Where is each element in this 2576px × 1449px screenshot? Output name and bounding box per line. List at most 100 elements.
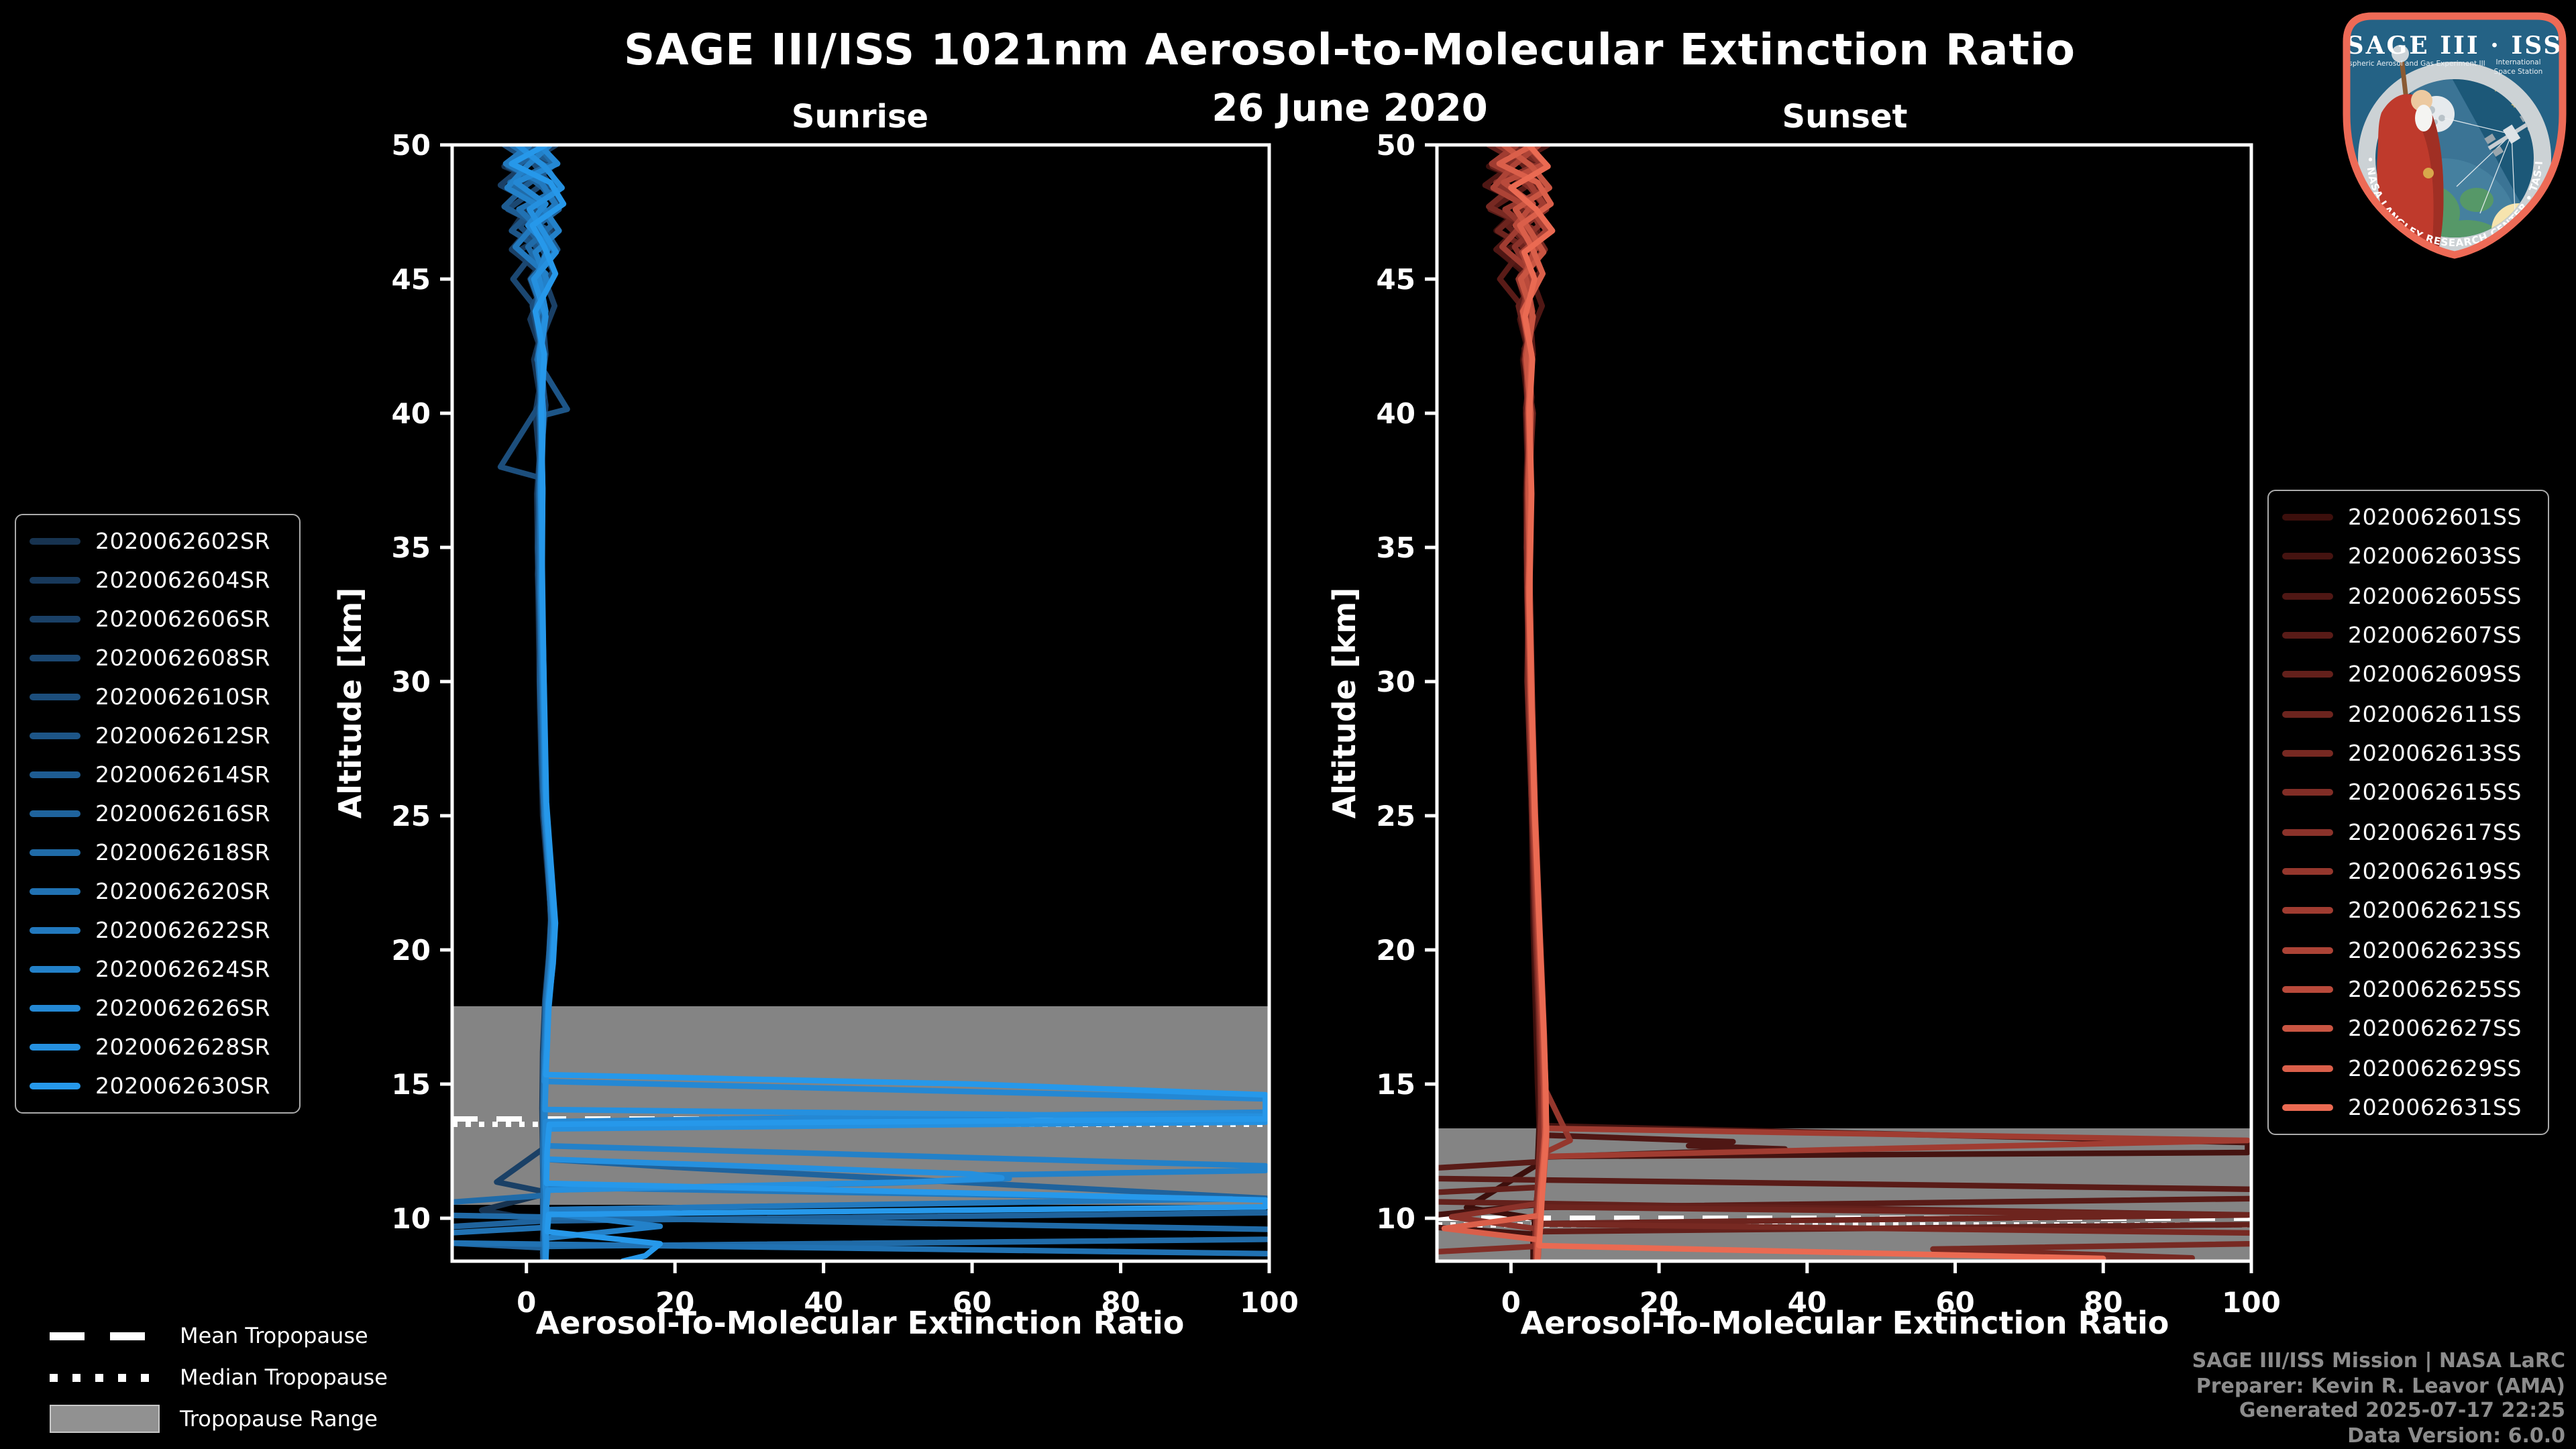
legend-item: 2020062611SS — [2282, 701, 2534, 727]
legend-line-swatch — [2282, 1025, 2333, 1032]
credit-generated: Generated 2025-07-17 22:25 — [2239, 1398, 2565, 1423]
svg-text:15: 15 — [1377, 1068, 1415, 1101]
legend-item: 2020062615SS — [2282, 780, 2534, 806]
svg-text:10: 10 — [392, 1202, 431, 1235]
legend-item: 2020062617SS — [2282, 819, 2534, 845]
figure-date: 26 June 2020 — [1212, 86, 1488, 130]
legend-line-swatch — [30, 849, 80, 856]
legend-line-swatch — [2282, 985, 2333, 993]
legend-event-label: 2020062605SS — [2348, 583, 2522, 609]
legend-event-label: 2020062601SS — [2348, 504, 2522, 531]
svg-text:40: 40 — [1788, 1286, 1827, 1319]
legend-line-swatch — [2282, 750, 2333, 757]
legend-line-swatch — [30, 810, 80, 817]
tropopause-legend: Mean Tropopause Median Tropopause Tropopau… — [50, 1315, 388, 1440]
legend-item: 2020062620SR — [30, 879, 286, 904]
legend-line-swatch — [2282, 947, 2333, 954]
x-axis-label-sunrise: Aerosol-To-Molecular Extinction Ratio — [535, 1307, 1185, 1342]
svg-text:80: 80 — [1101, 1286, 1140, 1319]
tropopause-legend-item: Median Tropopause — [50, 1356, 388, 1398]
y-axis-label-sunset: Altitude [km] — [1328, 587, 1363, 819]
svg-text:100: 100 — [2222, 1286, 2281, 1319]
legend-event-label: 2020062626SR — [95, 996, 271, 1021]
legend-item: 2020062608SR — [30, 645, 286, 671]
panel-title-sunset: Sunset — [1782, 98, 1908, 136]
legend-line-swatch — [30, 733, 80, 739]
legend-line-swatch — [30, 694, 80, 700]
tropopause-dot-swatch — [50, 1373, 160, 1381]
father-time-figure — [2377, 45, 2444, 252]
legend-event-label: 2020062631SS — [2348, 1094, 2522, 1120]
legend-event-label: 2020062614SR — [95, 762, 271, 788]
legend-line-swatch — [2282, 828, 2333, 836]
svg-text:30: 30 — [1377, 665, 1415, 698]
svg-text:0: 0 — [1501, 1286, 1521, 1319]
legend-item: 2020062627SS — [2282, 1016, 2534, 1041]
legend-item: 2020062621SS — [2282, 898, 2534, 924]
legend-line-swatch — [30, 577, 80, 584]
svg-text:100: 100 — [1240, 1286, 1299, 1319]
legend-line-swatch — [30, 538, 80, 545]
svg-text:0: 0 — [517, 1286, 536, 1319]
legend-line-swatch — [2282, 632, 2333, 639]
legend-event-label: 2020062611SS — [2348, 701, 2522, 727]
svg-text:35: 35 — [392, 531, 431, 564]
legend-line-swatch — [30, 1044, 80, 1051]
legend-item: 2020062622SR — [30, 918, 286, 943]
legend-event-label: 2020062621SS — [2348, 898, 2522, 924]
legend-item: 2020062614SR — [30, 762, 286, 788]
patch-title: SAGE III · ISS — [2347, 32, 2563, 60]
legend-line-swatch — [30, 1083, 80, 1089]
svg-text:40: 40 — [392, 397, 431, 430]
svg-text:40: 40 — [804, 1286, 843, 1319]
legend-line-swatch — [2282, 1104, 2333, 1111]
svg-text:60: 60 — [953, 1286, 991, 1319]
svg-text:35: 35 — [1377, 531, 1415, 564]
legend-line-swatch — [30, 771, 80, 778]
svg-text:10: 10 — [1377, 1202, 1415, 1235]
legend-event-label: 2020062630SR — [95, 1073, 271, 1099]
tropopause-legend-item: Tropopause Range — [50, 1398, 388, 1440]
legend-event-label: 2020062608SR — [95, 645, 271, 671]
legend-event-label: 2020062603SS — [2348, 543, 2522, 570]
legend-event-label: 2020062622SR — [95, 918, 271, 943]
legend-event-label: 2020062604SR — [95, 568, 271, 593]
legend-line-swatch — [2282, 592, 2333, 600]
svg-text:45: 45 — [1377, 263, 1415, 296]
legend-event-label: 2020062618SR — [95, 840, 271, 865]
legend-line-swatch — [30, 1005, 80, 1012]
legend-item: 2020062628SR — [30, 1034, 286, 1060]
legend-line-swatch — [30, 616, 80, 623]
figure-title: SAGE III/ISS 1021nm Aerosol-to-Molecular… — [624, 24, 2076, 75]
svg-text:50: 50 — [1377, 129, 1415, 162]
legend-item: 2020062631SS — [2282, 1095, 2534, 1120]
svg-text:20: 20 — [1640, 1286, 1678, 1319]
legend-event-label: 2020062624SR — [95, 957, 271, 982]
legend-item: 2020062602SR — [30, 529, 286, 554]
legend-event-label: 2020062607SS — [2348, 623, 2522, 649]
svg-text:15: 15 — [392, 1068, 431, 1101]
patch-ring — [2358, 62, 2551, 255]
legend-event-label: 2020062616SR — [95, 801, 271, 826]
legend-item: 2020062601SS — [2282, 504, 2534, 530]
tropopause-legend-label: Tropopause Range — [180, 1406, 378, 1432]
svg-text:25: 25 — [1377, 800, 1415, 833]
legend-item: 2020062626SR — [30, 996, 286, 1021]
sage-iii-iss-logo: SAGE III · ISS Stratospheric Aerosol and… — [2343, 12, 2567, 259]
legend-item: 2020062605SS — [2282, 584, 2534, 609]
sunset-event-legend: 2020062601SS 2020062603SS 2020062605SS 2020… — [2267, 490, 2549, 1135]
patch-subtitle-right-2: Space Station — [2494, 68, 2543, 76]
legend-event-label: 2020062623SS — [2348, 937, 2522, 963]
legend-line-swatch — [2282, 553, 2333, 560]
svg-text:25: 25 — [392, 800, 431, 833]
patch-border — [2343, 12, 2567, 259]
legend-event-label: 2020062629SS — [2348, 1055, 2522, 1081]
legend-item: 2020062623SS — [2282, 937, 2534, 963]
legend-event-label: 2020062628SR — [95, 1034, 271, 1060]
legend-line-swatch — [30, 655, 80, 661]
credits: SAGE III/ISS Mission | NASA LaRC Prepare… — [2192, 1348, 2565, 1448]
legend-line-swatch — [2282, 789, 2333, 796]
svg-text:50: 50 — [392, 129, 431, 162]
legend-event-label: 2020062612SR — [95, 723, 271, 749]
